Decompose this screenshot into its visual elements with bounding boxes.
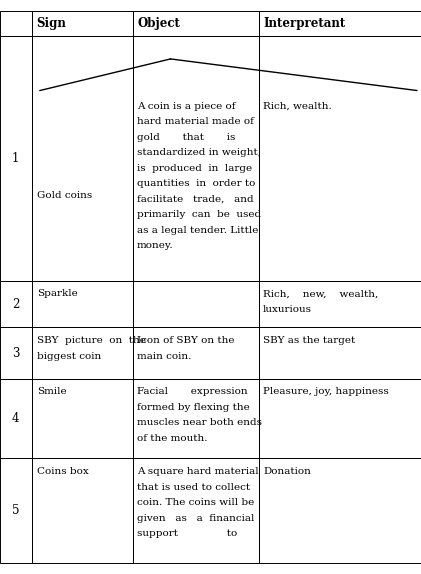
Bar: [0, 459, 32, 563]
Text: Smile: Smile: [37, 387, 66, 397]
Text: 5: 5: [12, 504, 19, 517]
Text: standardized in weight,: standardized in weight,: [137, 149, 261, 157]
Text: hard material made of: hard material made of: [137, 118, 254, 126]
Text: 3: 3: [12, 347, 19, 360]
Bar: [0, 281, 32, 327]
Text: main coin.: main coin.: [137, 351, 191, 360]
Text: facilitate   trade,   and: facilitate trade, and: [137, 195, 253, 204]
Text: primarily  can  be  used: primarily can be used: [137, 211, 261, 219]
Text: A square hard material: A square hard material: [137, 467, 258, 476]
Bar: [133, 36, 259, 281]
Text: 2: 2: [12, 298, 19, 311]
Text: Pleasure, joy, happiness: Pleasure, joy, happiness: [263, 387, 389, 397]
Text: is  produced  in  large: is produced in large: [137, 164, 252, 173]
Text: Donation: Donation: [263, 467, 311, 476]
Text: Sign: Sign: [37, 17, 67, 30]
Text: Rich, wealth.: Rich, wealth.: [263, 102, 332, 111]
Bar: [133, 459, 259, 563]
Text: coin. The coins will be: coin. The coins will be: [137, 498, 254, 507]
Bar: [133, 11, 259, 36]
Text: given   as   a  financial: given as a financial: [137, 514, 254, 522]
Text: quantities  in  order to: quantities in order to: [137, 180, 255, 188]
Text: gold       that       is: gold that is: [137, 133, 235, 142]
Bar: [0, 379, 32, 459]
Bar: [259, 11, 421, 36]
Text: as a legal tender. Little: as a legal tender. Little: [137, 226, 258, 235]
Text: 1: 1: [12, 152, 19, 165]
Text: support               to: support to: [137, 529, 237, 538]
Text: Interpretant: Interpretant: [264, 17, 346, 30]
Bar: [32, 327, 133, 379]
Text: luxurious: luxurious: [263, 305, 312, 314]
Text: formed by flexing the: formed by flexing the: [137, 403, 250, 412]
Bar: [259, 327, 421, 379]
Text: biggest coin: biggest coin: [37, 351, 101, 360]
Bar: [259, 459, 421, 563]
Bar: [0, 11, 32, 36]
Bar: [32, 11, 133, 36]
Bar: [32, 459, 133, 563]
Bar: [259, 281, 421, 327]
Text: of the mouth.: of the mouth.: [137, 434, 207, 443]
Text: SBY  picture  on  the: SBY picture on the: [37, 336, 146, 345]
Bar: [133, 379, 259, 459]
Bar: [32, 281, 133, 327]
Text: Icon of SBY on the: Icon of SBY on the: [137, 336, 234, 345]
Text: muscles near both ends: muscles near both ends: [137, 418, 262, 428]
Bar: [259, 379, 421, 459]
Bar: [0, 36, 32, 281]
Text: money.: money.: [137, 242, 173, 250]
Text: SBY as the target: SBY as the target: [263, 336, 355, 345]
Bar: [133, 281, 259, 327]
Text: Gold coins: Gold coins: [37, 191, 92, 200]
Bar: [32, 36, 133, 281]
Text: 4: 4: [12, 412, 19, 425]
Bar: [32, 379, 133, 459]
Text: Facial       expression: Facial expression: [137, 387, 248, 397]
Text: Sparkle: Sparkle: [37, 289, 77, 298]
Bar: [259, 36, 421, 281]
Text: Coins box: Coins box: [37, 467, 88, 476]
Text: that is used to collect: that is used to collect: [137, 483, 250, 491]
Bar: [133, 327, 259, 379]
Bar: [0, 327, 32, 379]
Text: Rich,    new,    wealth,: Rich, new, wealth,: [263, 289, 378, 298]
Text: A coin is a piece of: A coin is a piece of: [137, 102, 235, 111]
Text: Object: Object: [138, 17, 181, 30]
